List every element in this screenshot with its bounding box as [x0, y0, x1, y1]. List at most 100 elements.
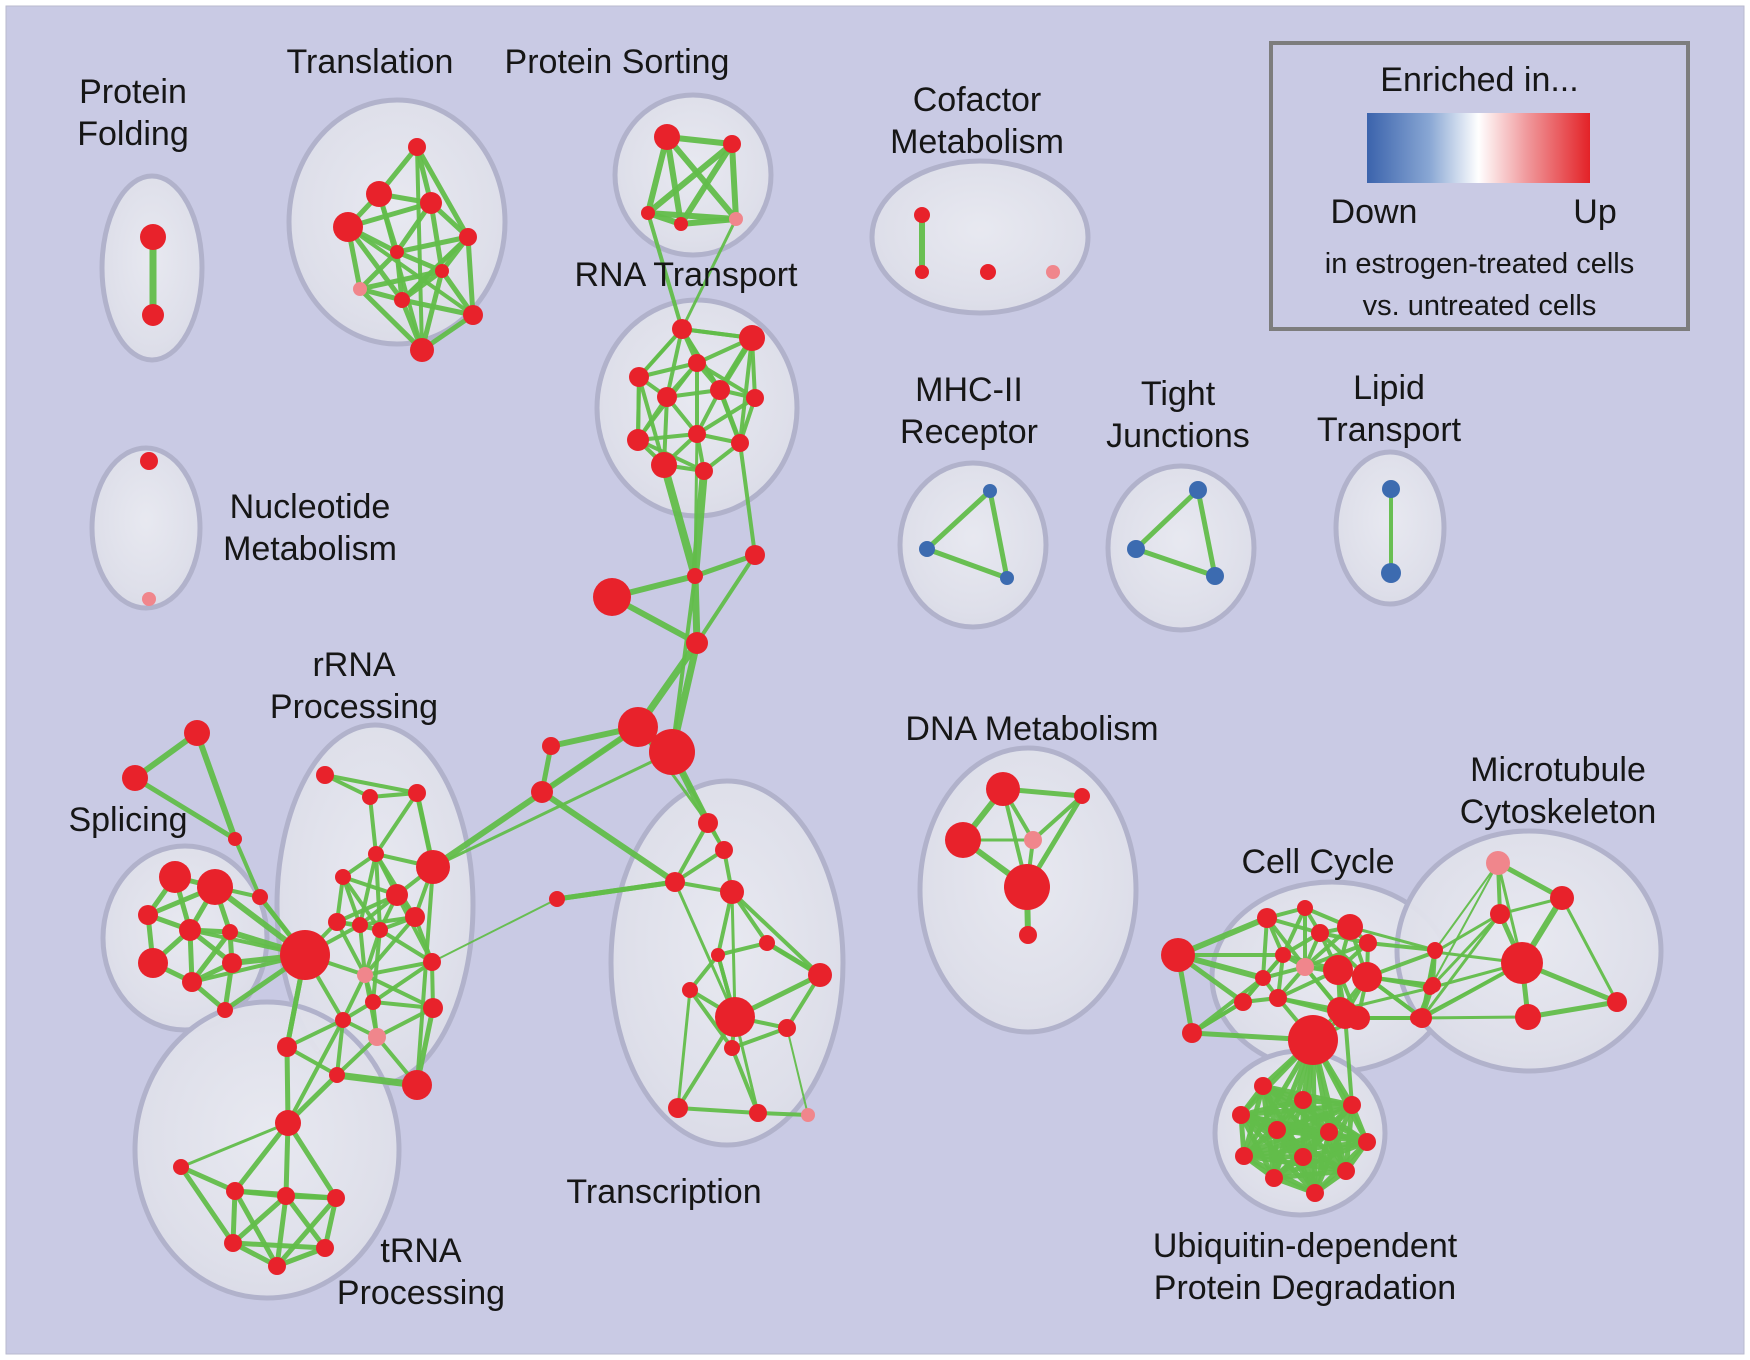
- gene-set-node[interactable]: [1182, 1023, 1202, 1043]
- gene-set-node[interactable]: [224, 1234, 242, 1252]
- gene-set-node[interactable]: [657, 387, 677, 407]
- gene-set-node[interactable]: [1019, 926, 1037, 944]
- gene-set-node[interactable]: [1297, 900, 1313, 916]
- gene-set-node[interactable]: [316, 766, 334, 784]
- gene-set-node[interactable]: [423, 953, 441, 971]
- gene-set-node[interactable]: [983, 484, 997, 498]
- gene-set-node[interactable]: [778, 1019, 796, 1037]
- gene-set-node[interactable]: [808, 963, 832, 987]
- gene-set-node[interactable]: [686, 632, 708, 654]
- gene-set-node[interactable]: [405, 907, 425, 927]
- gene-set-node[interactable]: [420, 192, 442, 214]
- gene-set-node[interactable]: [1275, 947, 1291, 963]
- gene-set-node[interactable]: [724, 1040, 740, 1056]
- gene-set-node[interactable]: [368, 1028, 386, 1046]
- gene-set-node[interactable]: [184, 720, 210, 746]
- gene-set-node[interactable]: [1296, 958, 1314, 976]
- gene-set-node[interactable]: [801, 1108, 815, 1122]
- gene-set-node[interactable]: [372, 922, 388, 938]
- gene-set-node[interactable]: [1490, 904, 1510, 924]
- gene-set-node[interactable]: [1269, 989, 1287, 1007]
- gene-set-node[interactable]: [1257, 908, 1277, 928]
- gene-set-node[interactable]: [1235, 1147, 1253, 1165]
- gene-set-node[interactable]: [217, 1002, 233, 1018]
- gene-set-node[interactable]: [197, 869, 233, 905]
- gene-set-node[interactable]: [1358, 1133, 1376, 1151]
- gene-set-node[interactable]: [1294, 1148, 1312, 1166]
- gene-set-node[interactable]: [328, 913, 346, 931]
- gene-set-node[interactable]: [352, 917, 368, 933]
- gene-set-node[interactable]: [1410, 1010, 1426, 1026]
- gene-set-node[interactable]: [531, 781, 553, 803]
- gene-set-node[interactable]: [142, 304, 164, 326]
- gene-set-node[interactable]: [386, 884, 408, 906]
- gene-set-node[interactable]: [668, 1098, 688, 1118]
- gene-set-node[interactable]: [710, 380, 730, 400]
- gene-set-node[interactable]: [1423, 981, 1437, 995]
- gene-set-node[interactable]: [1381, 563, 1401, 583]
- gene-set-node[interactable]: [746, 389, 764, 407]
- gene-set-node[interactable]: [1189, 481, 1207, 499]
- gene-set-node[interactable]: [682, 982, 698, 998]
- gene-set-node[interactable]: [268, 1257, 286, 1275]
- gene-set-node[interactable]: [759, 935, 775, 951]
- gene-set-node[interactable]: [1294, 1091, 1312, 1109]
- gene-set-node[interactable]: [1268, 1121, 1286, 1139]
- gene-set-node[interactable]: [1320, 1123, 1338, 1141]
- gene-set-node[interactable]: [542, 737, 560, 755]
- gene-set-node[interactable]: [159, 861, 191, 893]
- gene-set-node[interactable]: [1359, 934, 1377, 952]
- gene-set-node[interactable]: [687, 568, 703, 584]
- gene-set-node[interactable]: [275, 1110, 301, 1136]
- gene-set-node[interactable]: [695, 462, 713, 480]
- gene-set-node[interactable]: [327, 1189, 345, 1207]
- gene-set-node[interactable]: [745, 545, 765, 565]
- gene-set-node[interactable]: [179, 919, 201, 941]
- gene-set-node[interactable]: [649, 729, 695, 775]
- gene-set-node[interactable]: [277, 1187, 295, 1205]
- gene-set-node[interactable]: [720, 880, 744, 904]
- gene-set-node[interactable]: [729, 212, 743, 226]
- gene-set-node[interactable]: [222, 924, 238, 940]
- gene-set-node[interactable]: [739, 325, 765, 351]
- gene-set-node[interactable]: [715, 841, 733, 859]
- gene-set-node[interactable]: [142, 592, 156, 606]
- gene-set-node[interactable]: [1004, 864, 1050, 910]
- gene-set-node[interactable]: [402, 1070, 432, 1100]
- gene-set-node[interactable]: [980, 264, 996, 280]
- gene-set-node[interactable]: [222, 953, 242, 973]
- gene-set-node[interactable]: [629, 367, 649, 387]
- gene-set-node[interactable]: [228, 832, 242, 846]
- gene-set-node[interactable]: [1311, 924, 1329, 942]
- gene-set-node[interactable]: [316, 1239, 334, 1257]
- gene-set-node[interactable]: [329, 1067, 345, 1083]
- gene-set-node[interactable]: [435, 264, 449, 278]
- gene-set-node[interactable]: [459, 228, 477, 246]
- gene-set-node[interactable]: [1074, 788, 1090, 804]
- gene-set-node[interactable]: [1265, 1169, 1283, 1187]
- gene-set-node[interactable]: [173, 1159, 189, 1175]
- gene-set-node[interactable]: [335, 1012, 351, 1028]
- gene-set-node[interactable]: [1337, 1162, 1355, 1180]
- gene-set-node[interactable]: [654, 124, 680, 150]
- gene-set-node[interactable]: [1255, 970, 1271, 986]
- gene-set-node[interactable]: [1000, 571, 1014, 585]
- gene-set-node[interactable]: [138, 905, 158, 925]
- gene-set-node[interactable]: [593, 578, 631, 616]
- gene-set-node[interactable]: [1161, 938, 1195, 972]
- gene-set-node[interactable]: [252, 889, 268, 905]
- gene-set-node[interactable]: [1515, 1004, 1541, 1030]
- gene-set-node[interactable]: [618, 707, 658, 747]
- gene-set-node[interactable]: [1234, 993, 1252, 1011]
- gene-set-node[interactable]: [366, 181, 392, 207]
- gene-set-node[interactable]: [140, 224, 166, 250]
- gene-set-node[interactable]: [651, 452, 677, 478]
- gene-set-node[interactable]: [919, 541, 935, 557]
- gene-set-node[interactable]: [986, 772, 1020, 806]
- gene-set-node[interactable]: [408, 784, 426, 802]
- gene-set-node[interactable]: [1428, 945, 1442, 959]
- gene-set-node[interactable]: [394, 292, 410, 308]
- gene-set-node[interactable]: [641, 206, 655, 220]
- gene-set-node[interactable]: [362, 789, 378, 805]
- gene-set-node[interactable]: [122, 765, 148, 791]
